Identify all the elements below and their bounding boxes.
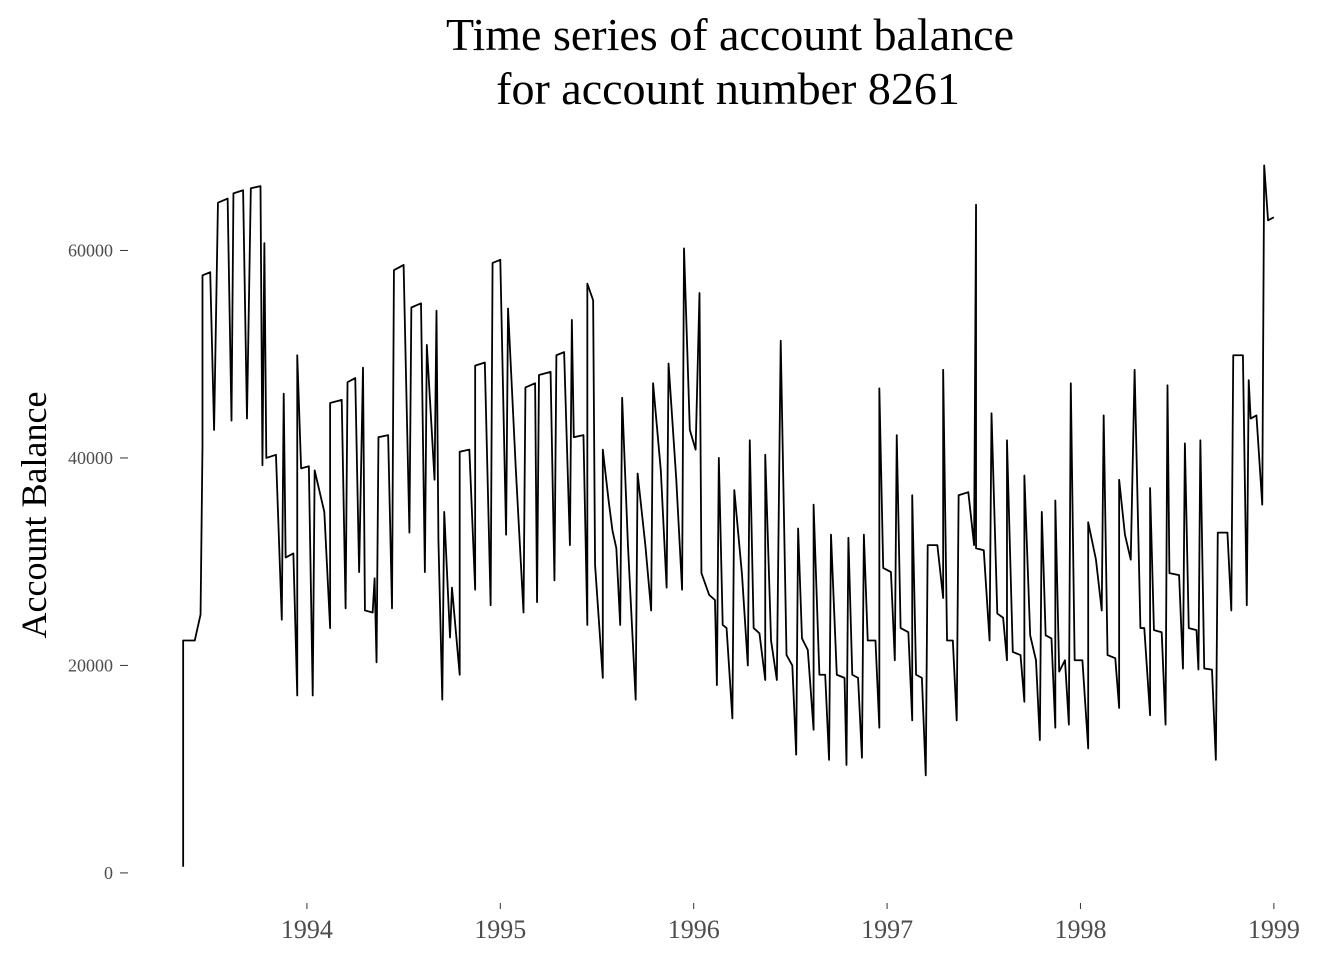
series-line [182, 164, 1275, 867]
x-tick-label: 1994 [281, 915, 333, 944]
chart-title: Time series of account balance [446, 9, 1014, 60]
x-tick-label: 1995 [474, 915, 526, 944]
x-tick-label: 1998 [1054, 915, 1106, 944]
x-tick-label: 1996 [668, 915, 720, 944]
y-tick-label: 40000 [68, 448, 113, 468]
x-tick-label: 1999 [1248, 915, 1300, 944]
x-tick-label: 1997 [861, 915, 913, 944]
y-tick-label: 60000 [68, 240, 113, 260]
y-tick-label: 0 [104, 863, 113, 883]
chart-title: for account number 8261 [496, 63, 960, 114]
y-axis-label: Account Balance [14, 392, 54, 639]
y-tick-label: 20000 [68, 655, 113, 675]
